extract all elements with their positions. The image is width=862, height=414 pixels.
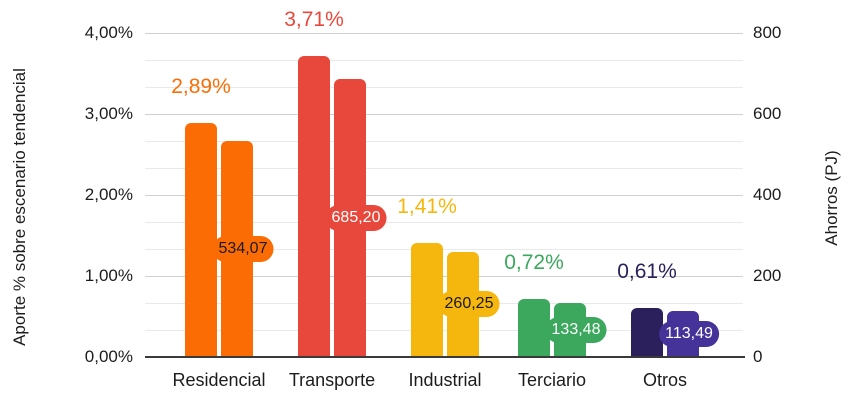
- category-label-terciario: Terciario: [517, 370, 587, 390]
- category-label-transporte: Transporte: [288, 370, 376, 390]
- category-label-residencial: Residencial: [172, 370, 266, 390]
- category-label-industrial: Industrial: [408, 370, 482, 390]
- major-gridline: [145, 114, 743, 115]
- pj-value-callout-otros: 113,49: [659, 321, 719, 348]
- pj-value-callout-transporte: 685,20: [325, 205, 387, 232]
- right-axis-tick-label: 0: [753, 347, 763, 366]
- right-axis-tick-label: 400: [753, 185, 782, 204]
- minor-gridline: [145, 60, 743, 61]
- minor-gridline: [145, 330, 743, 331]
- right-axis-tick-label: 200: [753, 266, 782, 285]
- right-axis-tick-label: 600: [753, 104, 782, 123]
- bar-otros-pct: [631, 307, 663, 357]
- right-axis-tick-label: 800: [753, 23, 782, 42]
- bar-residencial-pct: [185, 122, 217, 357]
- major-gridline: [145, 33, 743, 34]
- bar-industrial-pct: [411, 242, 443, 357]
- minor-gridline: [145, 168, 743, 169]
- pct-value-label-industrial: 1,41%: [397, 194, 457, 218]
- pct-value-label-otros: 0,61%: [617, 259, 677, 283]
- right-axis-title: Ahorros (PJ): [822, 150, 841, 246]
- bar-transporte-pct: [298, 56, 330, 357]
- category-label-otros: Otros: [642, 370, 687, 390]
- major-gridline: [145, 195, 743, 196]
- pj-value-callout-terciario: 133,48: [545, 316, 607, 343]
- left-axis-tick-label: 0,00%: [84, 347, 133, 366]
- pct-value-label-transporte: 3,71%: [284, 8, 344, 32]
- minor-gridline: [145, 87, 743, 88]
- left-axis-title: Aporte % sobre escenario tendencial: [10, 68, 29, 346]
- left-axis-tick-label: 1,00%: [84, 266, 133, 285]
- pct-value-label-residencial: 2,89%: [171, 74, 231, 98]
- major-gridline: [145, 276, 743, 277]
- left-axis-tick-label: 2,00%: [84, 185, 133, 204]
- pj-value-callout-residencial: 534,07: [212, 235, 274, 262]
- left-axis-tick-label: 3,00%: [84, 104, 133, 123]
- minor-gridline: [145, 249, 743, 250]
- minor-gridline: [145, 222, 743, 223]
- left-axis-tick-label: 4,00%: [84, 23, 133, 42]
- x-axis-baseline: [145, 356, 745, 358]
- minor-gridline: [145, 141, 743, 142]
- pj-value-callout-industrial: 260,25: [438, 291, 500, 318]
- bar-terciario-pct: [518, 298, 550, 357]
- pct-value-label-terciario: 0,72%: [504, 250, 564, 274]
